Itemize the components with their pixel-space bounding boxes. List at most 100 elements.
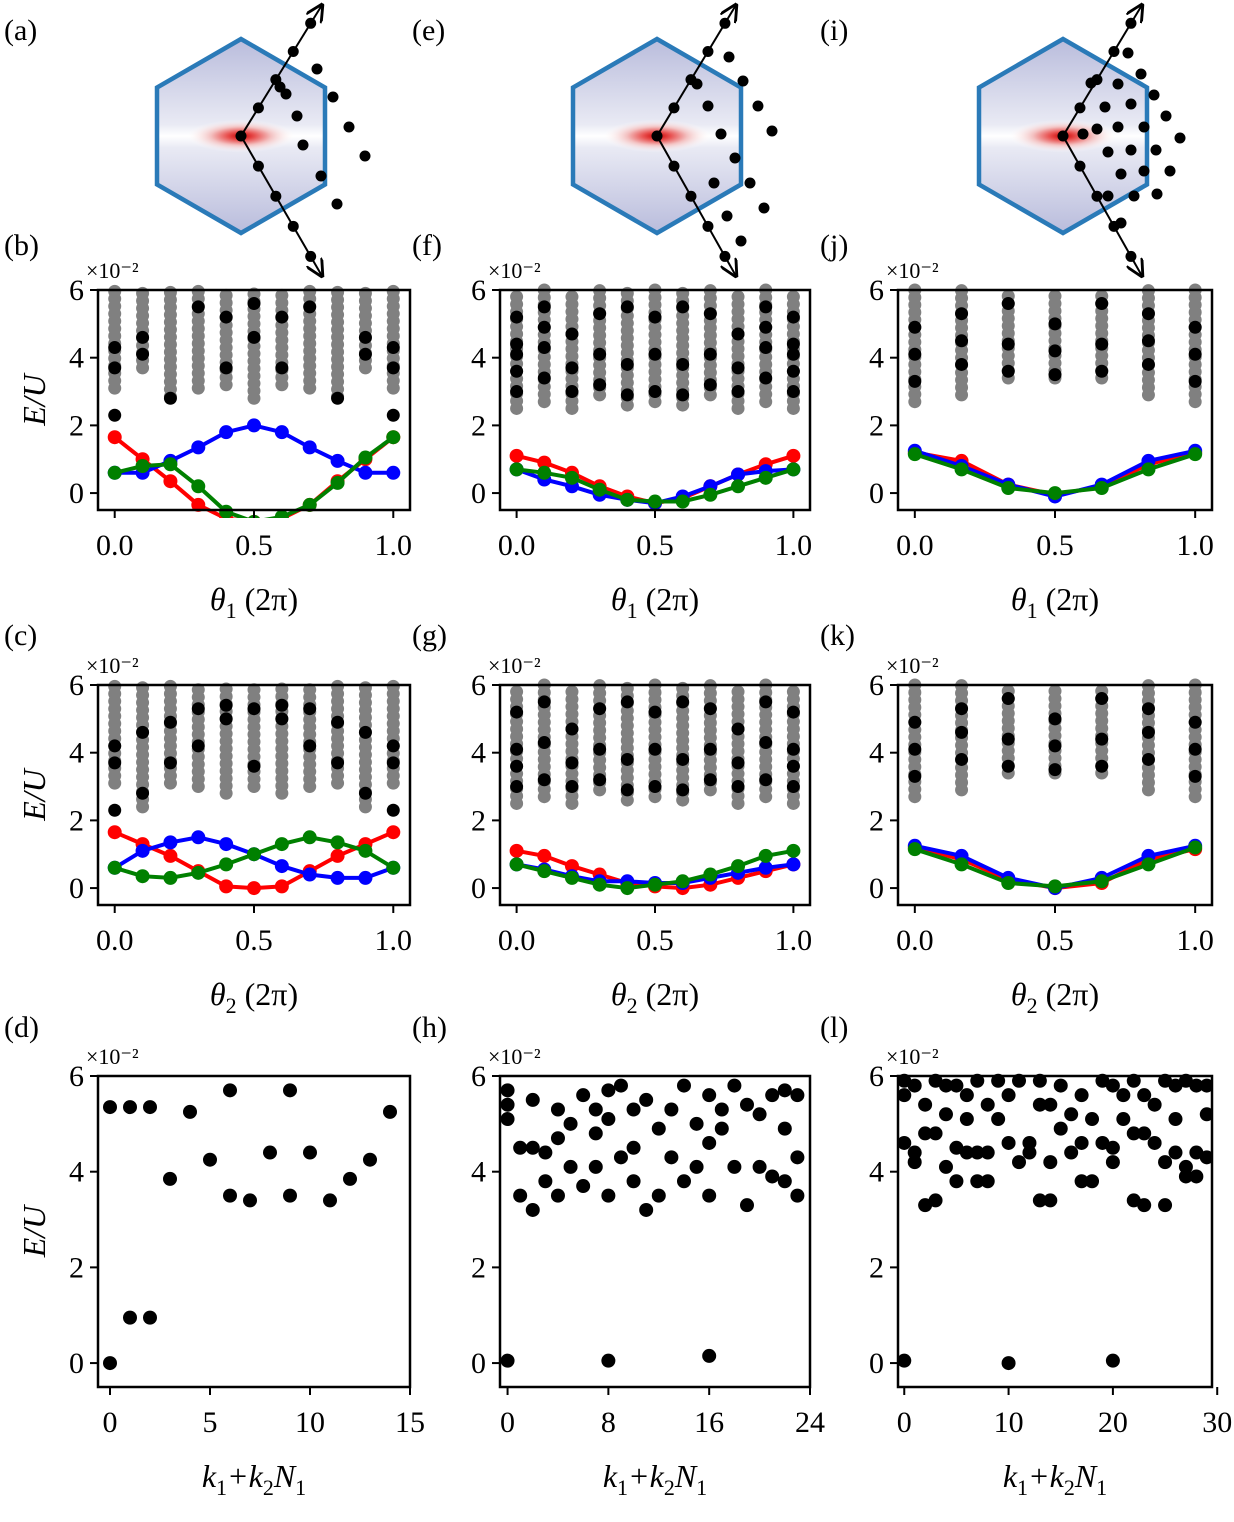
x-label-subscript: 1: [696, 1475, 707, 1500]
plot-frame: [96, 1074, 412, 1389]
scatter-point: [626, 1102, 641, 1117]
series-point-green: [592, 877, 607, 892]
plot-area: [500, 1078, 805, 1368]
x-label-subscript: 1: [1096, 1475, 1107, 1500]
scatter-point: [613, 1150, 628, 1165]
scatter-point: [918, 1097, 933, 1112]
panel-label: (i): [820, 14, 848, 47]
scatter-point: [949, 1140, 964, 1155]
y-tick-label: 0: [69, 1347, 84, 1380]
gray-energy-point: [163, 679, 177, 693]
scatter-point: [928, 1126, 943, 1141]
x-label-unit: (2π): [646, 581, 699, 617]
black-energy-point: [593, 742, 607, 756]
series-point-blue: [358, 870, 373, 885]
series-point-red: [274, 879, 289, 894]
y-tick-label: 4: [69, 342, 84, 375]
x-label-symbol: θ: [1011, 581, 1027, 617]
black-energy-point: [219, 361, 233, 375]
black-energy-point: [1095, 297, 1109, 311]
momentum-point: [691, 78, 703, 90]
scatter-point: [938, 1159, 953, 1174]
black-energy-point: [1188, 347, 1202, 361]
scatter-point: [550, 1102, 565, 1117]
x-tick-label: 0.0: [498, 924, 536, 957]
x-label-k: +k: [227, 1458, 264, 1494]
scatter-point: [689, 1116, 704, 1131]
black-energy-point: [648, 742, 662, 756]
gray-energy-point: [136, 681, 150, 695]
scatter-point: [223, 1083, 237, 1098]
black-energy-point: [1095, 692, 1109, 706]
momentum-point: [1112, 78, 1124, 90]
series-point-red: [163, 848, 178, 863]
momentum-point: [1174, 132, 1186, 144]
scatter-point: [550, 1131, 565, 1146]
scatter-point: [1053, 1121, 1068, 1136]
y-tick-label: 2: [471, 1251, 486, 1284]
scatter-point: [1178, 1073, 1193, 1088]
scatter-point: [651, 1188, 666, 1203]
y-tick-label: 4: [471, 1156, 486, 1189]
momentum-point: [1125, 250, 1137, 262]
y-scale-multiplier: ×10⁻²: [886, 1044, 939, 1069]
series-point-green: [758, 848, 773, 863]
momentum-point: [343, 121, 355, 133]
scatter-point: [538, 1174, 553, 1189]
momentum-point: [1151, 188, 1163, 200]
series-point-green: [786, 462, 801, 477]
black-energy-point: [955, 357, 969, 371]
y-tick-label: 4: [69, 1156, 84, 1189]
black-energy-point: [219, 712, 233, 726]
momentum-point: [327, 91, 339, 103]
scatter-point: [1074, 1088, 1089, 1103]
x-tick-label: 0.5: [1036, 529, 1074, 562]
scatter-point: [1012, 1073, 1027, 1088]
hexagon-outline: [154, 36, 328, 236]
momentum-point: [723, 51, 735, 63]
series-point-red: [163, 474, 178, 489]
scatter-point: [1116, 1112, 1131, 1127]
scatter-point: [283, 1188, 297, 1203]
x-label-symbol: θ: [210, 581, 226, 617]
y-tick-label: 2: [471, 804, 486, 837]
panel-label: (k): [820, 619, 855, 652]
black-energy-point: [510, 705, 524, 719]
y-scale-multiplier: ×10⁻²: [488, 653, 541, 678]
scatter-point: [588, 1102, 603, 1117]
black-energy-point: [1188, 769, 1202, 783]
scatter-point: [1001, 1356, 1016, 1371]
scatter-point: [676, 1174, 691, 1189]
scatter-point: [323, 1193, 337, 1208]
gray-energy-point: [303, 284, 317, 298]
black-energy-point: [1048, 317, 1062, 331]
series-point-blue: [247, 418, 261, 433]
black-energy-point: [537, 371, 551, 385]
momentum-point: [668, 160, 680, 172]
black-energy-point: [759, 320, 773, 334]
scatter-point: [103, 1356, 117, 1371]
black-energy-point: [386, 361, 400, 375]
scatter-point: [576, 1179, 591, 1194]
y-tick-label: 6: [869, 274, 884, 307]
series-point-red: [509, 448, 524, 463]
series-point-blue: [786, 857, 801, 872]
scatter-point: [702, 1135, 717, 1150]
black-energy-point: [759, 300, 773, 314]
scatter-point: [664, 1102, 679, 1117]
momentum-point: [305, 250, 317, 262]
x-label-subscript: 1: [295, 1475, 306, 1500]
momentum-point: [721, 210, 733, 222]
black-energy-point: [1141, 752, 1155, 766]
x-tick-label: 15: [395, 1406, 425, 1439]
gray-energy-point: [108, 679, 122, 693]
y-scale-multiplier: ×10⁻²: [886, 258, 939, 283]
x-tick-label: 30: [1202, 1406, 1232, 1439]
black-energy-point: [731, 327, 745, 341]
black-energy-point: [620, 300, 634, 314]
series-point-blue: [191, 830, 206, 845]
x-label-symbol: θ: [1011, 976, 1027, 1012]
x-tick-label: 0.5: [235, 924, 273, 957]
black-energy-point: [759, 773, 773, 787]
